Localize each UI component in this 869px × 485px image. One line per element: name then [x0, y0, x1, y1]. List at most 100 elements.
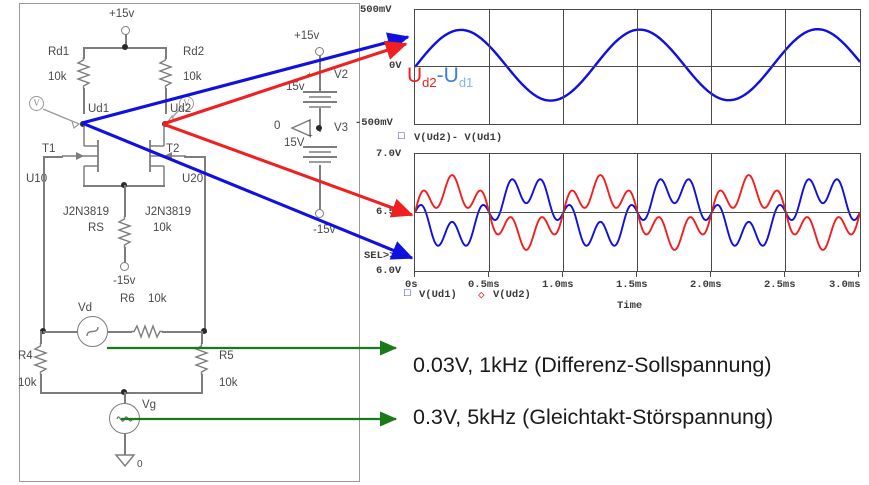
- chart-bot-legend-label-ud1: V(Ud1): [419, 289, 457, 301]
- wire-vd-left: [43, 331, 78, 333]
- xtick: [562, 272, 564, 277]
- terminal-vee-rs: [120, 262, 129, 271]
- chart-bot-legend-label-ud2: V(Ud2): [493, 289, 531, 301]
- chart-top-ytick-label: -500mV: [355, 117, 393, 129]
- overlay-ud2: Ud2: [407, 64, 437, 91]
- label-u20: U20: [182, 173, 204, 185]
- chart-bot-xtick-label: 0s: [405, 279, 418, 291]
- xtick: [784, 272, 786, 277]
- label-r6-value: 10k: [148, 293, 167, 305]
- chart-bot-mid-axis: [415, 212, 860, 214]
- label-r6: R6: [120, 293, 135, 305]
- resistor-r4: [32, 343, 49, 375]
- xtick: [710, 272, 712, 277]
- xtick: [488, 272, 490, 277]
- overlay-ud1: Ud1: [443, 64, 474, 91]
- wire-r5-top: [201, 331, 203, 344]
- chart-bot-xtick-label: 1.5ms: [616, 279, 648, 291]
- chart-bot-xtick-label: 3.0ms: [829, 279, 861, 291]
- label-rd1: Rd1: [48, 46, 70, 58]
- label-jfet1-type: J2N3819: [63, 206, 110, 218]
- terminal-vee-supply: [315, 209, 324, 218]
- label-v2: V2: [334, 69, 349, 81]
- label-rd2: Rd2: [183, 46, 205, 58]
- label-v3-polarity-plus: +: [308, 131, 313, 140]
- label-v3: V3: [334, 122, 349, 134]
- supply-stack: +15v + V2 15v 0 - + V3 15V -15v: [270, 25, 380, 245]
- chart-bot-xaxis-ticks: [414, 272, 861, 282]
- wire-rs-top: [124, 185, 126, 217]
- chart-top-ytick-label: 0V: [389, 60, 402, 72]
- label-r4: R4: [18, 350, 33, 362]
- wire-vg-gnd: [124, 433, 126, 455]
- label-ud2: Ud2: [170, 103, 192, 115]
- chart-bot-xtick-label: 2.0ms: [690, 279, 722, 291]
- chart-bot-xtick-label: 1.0ms: [542, 279, 574, 291]
- wire-r6-right: [162, 331, 207, 333]
- wire-gate1-right: [43, 156, 63, 158]
- chart-bot-sel-marker: SEL>>: [364, 250, 396, 262]
- source-vg-symbol: [109, 403, 140, 434]
- probe-ud1-lead: [42, 108, 81, 130]
- wire-r5-bottom: [201, 374, 203, 393]
- wire-r4-bottom: [40, 374, 42, 393]
- chart-bot-xaxis-title: Time: [617, 300, 643, 312]
- annotation-diff-source-text: 0.03V, 1kHz (Differenz-Sollspannung): [413, 353, 772, 377]
- label-jfet2-type: J2N3819: [145, 206, 192, 218]
- label-t2: T2: [166, 143, 180, 155]
- overlay-dash: -: [436, 64, 444, 87]
- chart-top-legend-marker-square: □: [398, 131, 405, 143]
- label-ground-0: 0: [137, 459, 143, 470]
- resistor-rd1: [75, 57, 92, 89]
- wire-r4-top: [40, 331, 42, 344]
- label-rs-value: 10k: [153, 222, 172, 234]
- chart-bot-ytick-label: 7.0V: [376, 148, 402, 160]
- label-r5: R5: [219, 350, 234, 362]
- label-vg: Vg: [142, 399, 157, 411]
- label-v2-value: 15v: [286, 81, 305, 93]
- label-t1: T1: [42, 143, 56, 155]
- wire-vd-r6: [107, 331, 132, 333]
- resistor-rd2: [157, 57, 174, 89]
- source-vd-symbol: [77, 316, 108, 347]
- chart-single-ended-outputs: [414, 153, 861, 272]
- resistor-r6: [131, 323, 163, 340]
- label-r4-value: 10k: [18, 377, 37, 389]
- label-v3-zero: 0: [274, 120, 281, 132]
- chart-bot-ytick-label: 6.0V: [376, 265, 402, 277]
- chart-top-zero-axis: [415, 66, 860, 68]
- xtick: [636, 272, 638, 277]
- label-rd2-value: 10k: [183, 71, 202, 83]
- voltage-probe-ud1-icon[interactable]: V: [29, 96, 44, 111]
- label-v3-polarity-minus: -: [308, 116, 311, 125]
- label-vee-rs: -15v: [113, 275, 136, 287]
- label-rd1-value: 10k: [48, 71, 67, 83]
- wire-rs-bottom: [124, 247, 126, 263]
- xtick: [858, 272, 860, 277]
- wire-v3-bottom: [319, 165, 321, 211]
- chart-top-legend-label: V(Ud2)- V(Ud1): [414, 132, 503, 144]
- wire-v2-top: [319, 55, 321, 91]
- chart-bot-legend-marker-square: □: [404, 288, 411, 300]
- resistor-rs: [116, 216, 133, 248]
- xtick: [414, 272, 416, 277]
- wire-vg-top: [124, 392, 126, 404]
- jfet-t1-symbol: [62, 124, 99, 186]
- chart-bot-xtick-label: 2.5ms: [764, 279, 796, 291]
- annotation-cm-source-text: 0.3V, 5kHz (Gleichtakt-Störspannung): [413, 405, 774, 429]
- wire-gate1-down: [43, 156, 45, 331]
- node-top-rail: [122, 44, 128, 50]
- ground-symbol-0: [114, 454, 136, 468]
- label-vcc-supply: +15v: [294, 30, 320, 42]
- chart-bot-ytick-label: 6.5V: [376, 206, 402, 218]
- zero-reference-arrow-icon: [290, 118, 311, 138]
- label-u10: U10: [26, 173, 48, 185]
- node-r6-right: [201, 328, 207, 334]
- chart-top-overlay-label: Ud2-Ud1: [407, 64, 473, 90]
- label-vd: Vd: [78, 302, 93, 314]
- chart-bot-legend-marker-diamond: ◇: [478, 290, 485, 302]
- chart-bot-xtick-label: 0.5ms: [468, 279, 500, 291]
- label-rs: RS: [88, 222, 104, 234]
- label-v2-polarity: +: [307, 70, 312, 79]
